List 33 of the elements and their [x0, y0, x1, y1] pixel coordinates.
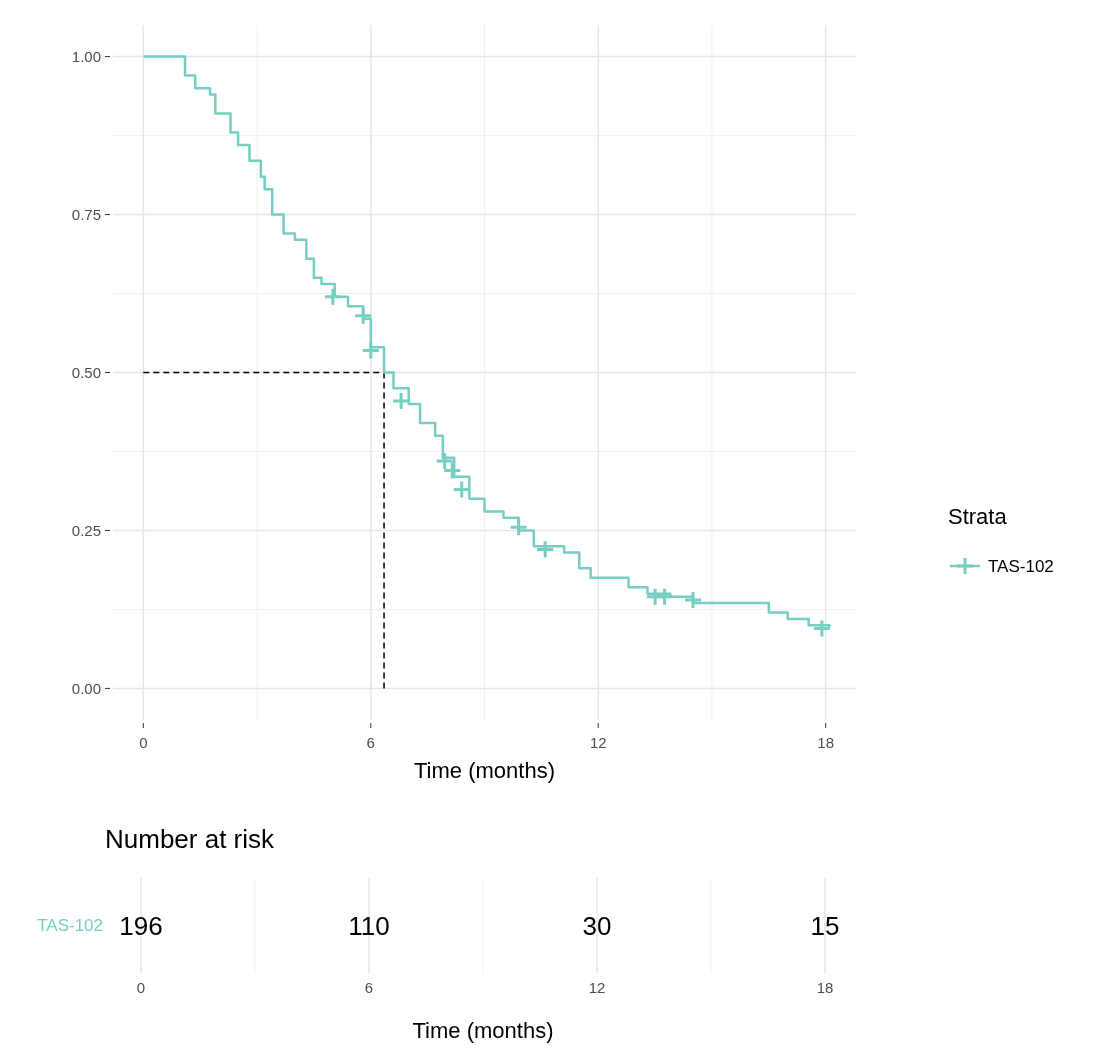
- point: [391, 391, 411, 411]
- y-tick-label: 0.50: [71, 363, 101, 381]
- point: [452, 479, 472, 499]
- point: [509, 517, 529, 537]
- x-tick-label: 18: [817, 734, 835, 751]
- legend-label: TAS-102: [988, 556, 1054, 576]
- point: [655, 587, 675, 607]
- x-axis-title: Time (months): [412, 1018, 554, 1043]
- data-label: 15: [810, 910, 840, 941]
- x-tick-label: 12: [588, 979, 606, 996]
- x-axis-title: Time (months): [414, 758, 555, 783]
- point: [353, 306, 373, 326]
- x-tick-label: 6: [364, 979, 374, 996]
- y-tick-label: TAS-102: [37, 916, 103, 936]
- x-tick-label: 0: [139, 734, 148, 751]
- point: [683, 590, 703, 610]
- y-tick-label: 0.00: [71, 679, 101, 697]
- x-tick-label: 6: [366, 734, 375, 751]
- x-tick-label: 18: [816, 979, 834, 996]
- point: [535, 539, 555, 559]
- point: [323, 287, 343, 307]
- y-tick-label: 0.75: [71, 205, 101, 223]
- point: [812, 618, 832, 638]
- data-label: 30: [582, 910, 612, 941]
- legend-title: Strata: [948, 504, 1008, 529]
- chart-title: Number at risk: [105, 824, 276, 854]
- y-tick-label: 0.25: [71, 521, 101, 539]
- y-tick-label: 1.00: [71, 47, 101, 65]
- data-label: 196: [119, 910, 163, 941]
- x-tick-label: 12: [589, 734, 607, 751]
- point: [361, 340, 381, 360]
- data-label: 110: [348, 910, 390, 941]
- x-tick-label: 0: [136, 979, 146, 996]
